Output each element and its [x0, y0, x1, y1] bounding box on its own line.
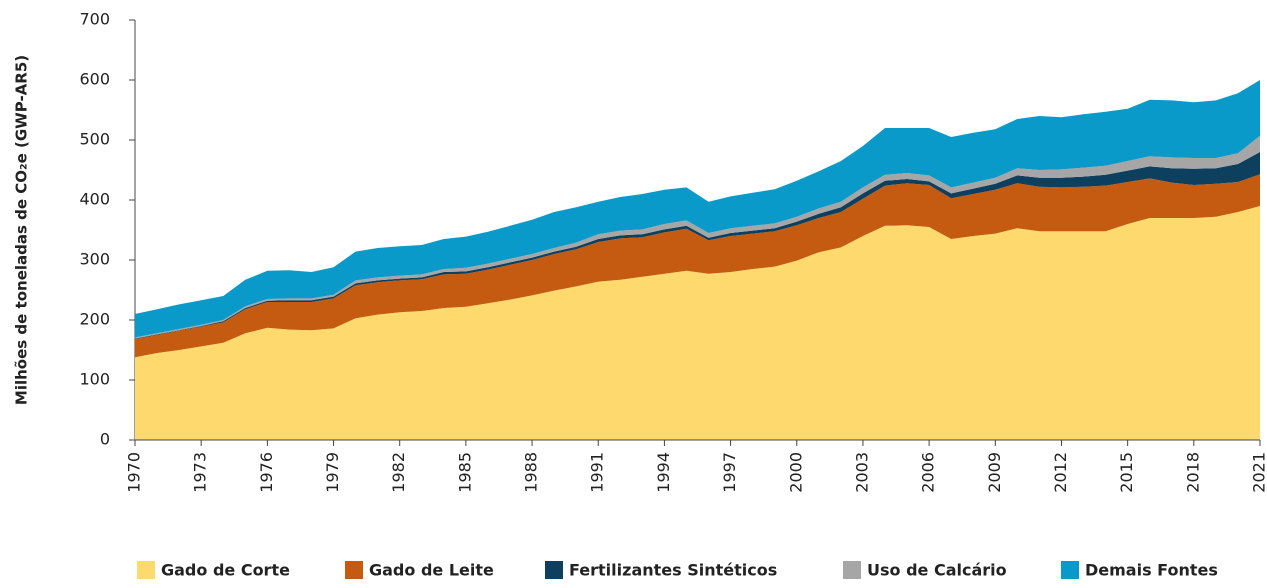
- x-tick-label: 1991: [588, 452, 607, 493]
- y-tick-label: 600: [79, 70, 110, 89]
- y-tick-label: 700: [79, 10, 110, 29]
- y-tick-label: 200: [79, 310, 110, 329]
- y-axis-label: Milhões de toneladas de CO₂e (GWP-AR5): [13, 55, 31, 405]
- x-tick-label: 1970: [125, 452, 144, 493]
- legend-swatch: [843, 561, 861, 579]
- x-tick-label: 1994: [654, 452, 673, 493]
- legend-swatch: [137, 561, 155, 579]
- legend-label: Gado de Leite: [369, 561, 494, 580]
- x-tick-label: 2012: [1051, 452, 1070, 493]
- x-tick-label: 2003: [852, 452, 871, 493]
- legend-swatch: [345, 561, 363, 579]
- x-tick-label: 1982: [389, 452, 408, 493]
- x-tick-label: 2018: [1183, 452, 1202, 493]
- legend-swatch: [1061, 561, 1079, 579]
- y-tick-label: 400: [79, 190, 110, 209]
- x-tick-label: 1988: [522, 452, 541, 493]
- x-tick-label: 2021: [1250, 452, 1267, 493]
- legend-label: Fertilizantes Sintéticos: [569, 561, 777, 580]
- y-tick-label: 300: [79, 250, 110, 269]
- y-tick-label: 0: [100, 430, 110, 449]
- x-tick-label: 1979: [323, 452, 342, 493]
- y-tick-label: 100: [79, 370, 110, 389]
- x-tick-label: 2009: [985, 452, 1004, 493]
- x-tick-label: 2015: [1117, 452, 1136, 493]
- x-tick-label: 1973: [191, 452, 210, 493]
- x-tick-label: 2006: [919, 452, 938, 493]
- legend-label: Demais Fontes: [1085, 561, 1218, 580]
- legend-label: Gado de Corte: [161, 561, 290, 580]
- x-tick-label: 1976: [257, 452, 276, 493]
- x-tick-label: 2000: [786, 452, 805, 493]
- legend-label: Uso de Calcário: [867, 561, 1007, 580]
- x-tick-label: 1997: [720, 452, 739, 493]
- legend-swatch: [545, 561, 563, 579]
- y-tick-label: 500: [79, 130, 110, 149]
- x-tick-label: 1985: [455, 452, 474, 493]
